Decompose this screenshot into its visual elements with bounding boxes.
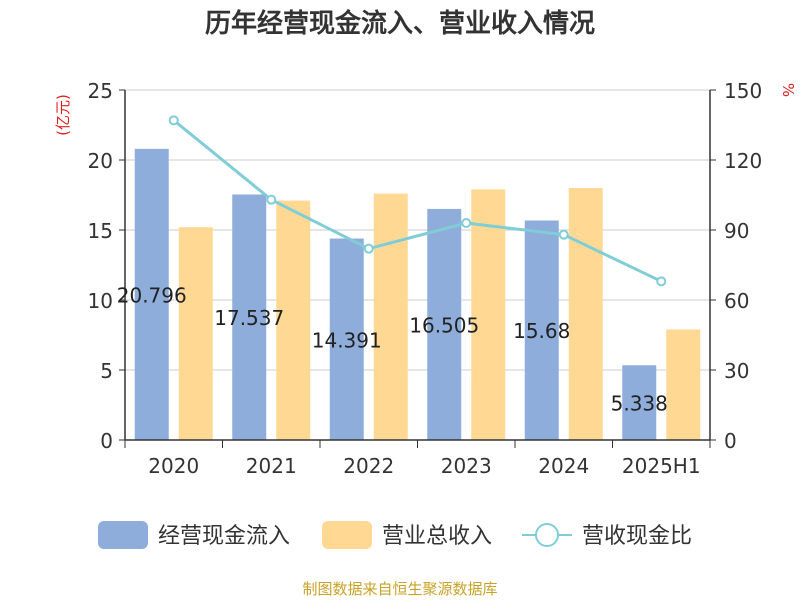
bar-2020-经营现金流入 (134, 148, 169, 440)
chart-title: 历年经营现金流入、营业收入情况 (205, 8, 595, 38)
line-point-2025H1 (656, 276, 667, 287)
bar-2022-营业总收入 (373, 193, 408, 440)
bar-2025H1-营业总收入 (666, 329, 701, 440)
y-tick-label: 20 (88, 149, 113, 173)
x-tick-label: 2020 (148, 454, 199, 478)
legend-marker-营收现金比 (535, 523, 559, 547)
legend-label: 营收现金比 (582, 524, 692, 549)
bar-2023-经营现金流入 (427, 208, 462, 440)
data-label: 5.338 (611, 392, 668, 416)
bar-2021-经营现金流入 (232, 194, 267, 440)
y2-tick-label: 60 (724, 289, 749, 313)
data-label: 15.68 (513, 319, 570, 343)
data-label: 20.796 (117, 283, 187, 307)
y-tick-label: 15 (88, 219, 113, 243)
bar-2024-经营现金流入 (524, 220, 559, 440)
x-tick-label: 2022 (343, 454, 394, 478)
x-tick-label: 2021 (246, 454, 297, 478)
line-point-2023 (461, 218, 472, 228)
bar-2023-营业总收入 (471, 189, 506, 440)
y2-tick-label: 0 (724, 429, 737, 453)
bar-2024-营业总收入 (568, 188, 603, 440)
data-label: 14.391 (312, 328, 382, 352)
y-tick-label: 25 (88, 79, 113, 103)
data-label: 17.537 (214, 306, 284, 330)
right-axis-unit: % (779, 83, 797, 97)
y-tick-label: 10 (88, 289, 113, 313)
bar-2021-营业总收入 (276, 200, 311, 440)
bar-2022-经营现金流入 (329, 238, 364, 440)
plot-area: 0 5 10 15 20 25 0 30 60 90 120 150 2020 2021 2022 2023 2… (88, 79, 763, 478)
y2-tick-label: 30 (724, 359, 749, 383)
y-tick-label: 0 (100, 429, 113, 453)
y2-tick-label: 120 (724, 149, 762, 173)
x-tick-label: 2025H1 (622, 454, 701, 478)
y2-tick-label: 90 (724, 219, 749, 243)
line-point-2020 (168, 115, 179, 126)
line-series-营收现金比 (172, 119, 662, 283)
y2-tick-label: 150 (724, 79, 762, 103)
source-text: 制图数据来自恒生聚源数据库 (302, 580, 498, 598)
bar-2020-营业总收入 (178, 227, 213, 440)
y-tick-label: 5 (100, 359, 113, 383)
bar-2025H1-经营现金流入 (622, 365, 657, 440)
legend-swatch-营业总收入 (322, 521, 372, 549)
legend-label: 经营现金流入 (158, 524, 290, 549)
x-tick-label: 2024 (538, 454, 589, 478)
left-axis-unit: (亿元) (54, 94, 72, 136)
legend: 经营现金流入 营业总收入 营收现金比 (98, 521, 692, 549)
legend-label: 营业总收入 (382, 524, 492, 549)
legend-swatch-经营现金流入 (98, 521, 148, 549)
line-point-2022 (363, 243, 374, 254)
line-point-2021 (266, 194, 277, 205)
line-point-2024 (558, 229, 569, 240)
x-tick-label: 2023 (441, 454, 492, 478)
data-label: 16.505 (409, 313, 479, 337)
